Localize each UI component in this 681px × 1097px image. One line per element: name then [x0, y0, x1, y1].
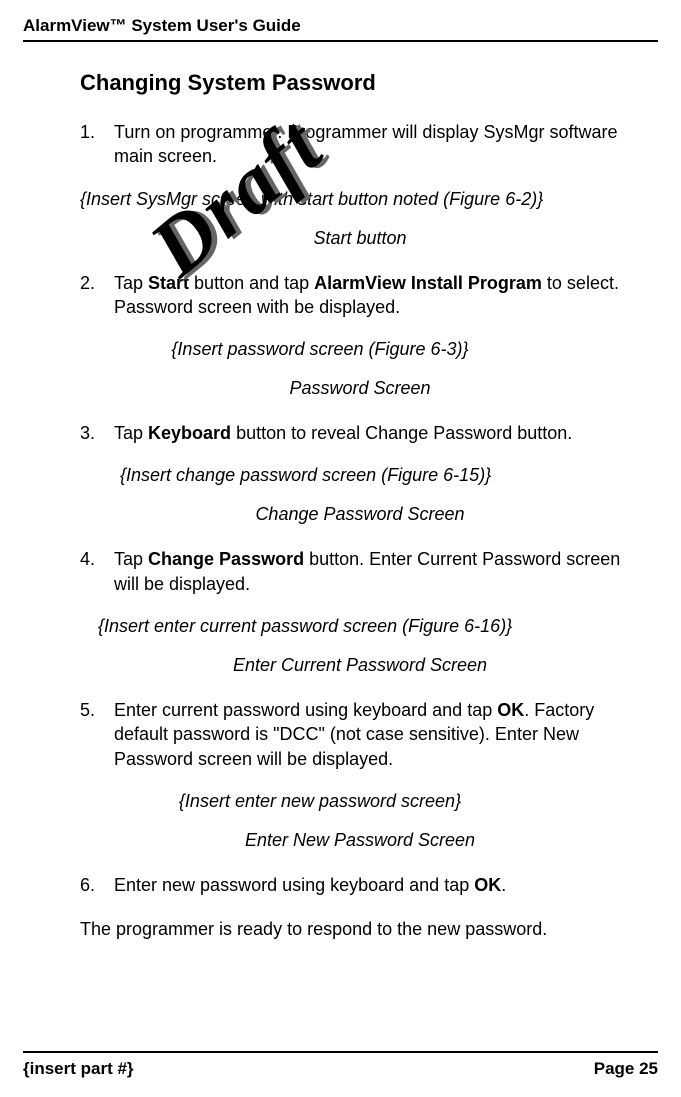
- bold-text: Keyboard: [148, 423, 231, 443]
- text: Tap: [114, 273, 148, 293]
- page: AlarmView™ System User's Guide Changing …: [0, 0, 681, 1097]
- figure-insert-4: {Insert enter current password screen (F…: [80, 616, 640, 637]
- figure-caption-4: Enter Current Password Screen: [80, 655, 640, 676]
- content-area: Changing System Password 1. Turn on prog…: [80, 70, 640, 942]
- step-body: Enter current password using keyboard an…: [114, 698, 640, 771]
- step-2: 2. Tap Start button and tap AlarmView In…: [80, 271, 640, 320]
- step-4: 4. Tap Change Password button. Enter Cur…: [80, 547, 640, 596]
- step-number: 4.: [80, 547, 114, 596]
- figure-insert-3: {Insert change password screen (Figure 6…: [80, 465, 640, 486]
- step-body: Tap Keyboard button to reveal Change Pas…: [114, 421, 640, 445]
- footer-right: Page 25: [594, 1059, 658, 1079]
- figure-caption-3: Change Password Screen: [80, 504, 640, 525]
- text: .: [501, 875, 506, 895]
- step-1: 1. Turn on programmer. Programmer will d…: [80, 120, 640, 169]
- step-number: 3.: [80, 421, 114, 445]
- bold-text: AlarmView Install Program: [314, 273, 542, 293]
- closing-text: The programmer is ready to respond to th…: [80, 917, 640, 941]
- text: Tap: [114, 423, 148, 443]
- step-number: 6.: [80, 873, 114, 897]
- step-number: 2.: [80, 271, 114, 320]
- text: Enter new password using keyboard and ta…: [114, 875, 474, 895]
- figure-insert-2: {Insert password screen (Figure 6-3)}: [80, 339, 640, 360]
- step-number: 5.: [80, 698, 114, 771]
- step-6: 6. Enter new password using keyboard and…: [80, 873, 640, 897]
- figure-insert-1: {Insert SysMgr screen with start button …: [80, 189, 640, 210]
- bold-text: Change Password: [148, 549, 304, 569]
- figure-caption-5: Enter New Password Screen: [80, 830, 640, 851]
- step-body: Tap Change Password button. Enter Curren…: [114, 547, 640, 596]
- step-body: Turn on programmer. Programmer will disp…: [114, 120, 640, 169]
- text: Enter current password using keyboard an…: [114, 700, 497, 720]
- header-rule: [23, 40, 658, 42]
- text: button and tap: [189, 273, 314, 293]
- text: Tap: [114, 549, 148, 569]
- footer-rule: [23, 1051, 658, 1053]
- header-title: AlarmView™ System User's Guide: [23, 16, 301, 36]
- step-number: 1.: [80, 120, 114, 169]
- figure-caption-2: Password Screen: [80, 378, 640, 399]
- step-body: Enter new password using keyboard and ta…: [114, 873, 640, 897]
- bold-text: Start: [148, 273, 189, 293]
- step-3: 3. Tap Keyboard button to reveal Change …: [80, 421, 640, 445]
- bold-text: OK: [474, 875, 501, 895]
- step-5: 5. Enter current password using keyboard…: [80, 698, 640, 771]
- figure-insert-5: {Insert enter new password screen}: [80, 791, 640, 812]
- footer-left: {insert part #}: [23, 1059, 134, 1079]
- section-title: Changing System Password: [80, 70, 640, 96]
- bold-text: OK: [497, 700, 524, 720]
- figure-caption-1: Start button: [80, 228, 640, 249]
- text: button to reveal Change Password button.: [231, 423, 572, 443]
- step-body: Tap Start button and tap AlarmView Insta…: [114, 271, 640, 320]
